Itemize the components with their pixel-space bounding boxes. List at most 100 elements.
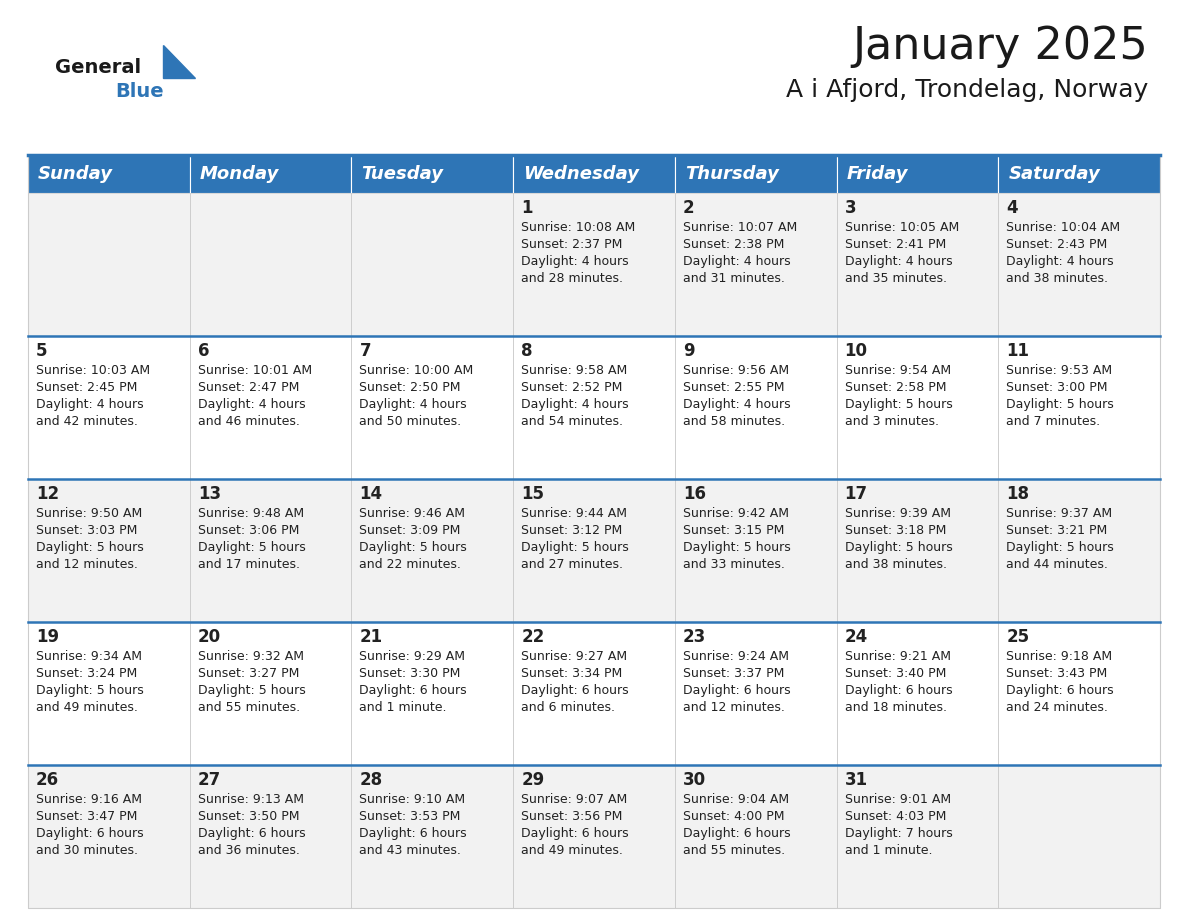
Text: and 17 minutes.: and 17 minutes. bbox=[197, 558, 299, 571]
Text: Sunrise: 9:48 AM: Sunrise: 9:48 AM bbox=[197, 507, 304, 520]
Text: Sunrise: 9:42 AM: Sunrise: 9:42 AM bbox=[683, 507, 789, 520]
Text: Sunrise: 9:46 AM: Sunrise: 9:46 AM bbox=[360, 507, 466, 520]
Text: Daylight: 4 hours: Daylight: 4 hours bbox=[522, 255, 628, 268]
Text: Sunset: 3:15 PM: Sunset: 3:15 PM bbox=[683, 524, 784, 537]
Text: 27: 27 bbox=[197, 771, 221, 789]
Text: 8: 8 bbox=[522, 342, 532, 360]
Text: Sunrise: 9:07 AM: Sunrise: 9:07 AM bbox=[522, 793, 627, 806]
Text: 13: 13 bbox=[197, 485, 221, 503]
Bar bbox=[998, 479, 1159, 622]
Text: Sunset: 2:50 PM: Sunset: 2:50 PM bbox=[360, 381, 461, 394]
Bar bbox=[675, 155, 836, 193]
Text: Daylight: 5 hours: Daylight: 5 hours bbox=[845, 398, 953, 411]
Bar bbox=[836, 155, 998, 193]
Text: Wednesday: Wednesday bbox=[523, 165, 639, 183]
Text: and 18 minutes.: and 18 minutes. bbox=[845, 701, 947, 714]
Bar bbox=[513, 336, 675, 479]
Bar bbox=[29, 765, 190, 908]
Text: Sunrise: 9:54 AM: Sunrise: 9:54 AM bbox=[845, 364, 950, 377]
Text: 9: 9 bbox=[683, 342, 695, 360]
Text: Sunset: 3:03 PM: Sunset: 3:03 PM bbox=[36, 524, 138, 537]
Text: Daylight: 4 hours: Daylight: 4 hours bbox=[1006, 255, 1114, 268]
Text: 7: 7 bbox=[360, 342, 371, 360]
Text: Sunrise: 9:27 AM: Sunrise: 9:27 AM bbox=[522, 650, 627, 663]
Bar bbox=[513, 479, 675, 622]
Text: and 1 minute.: and 1 minute. bbox=[845, 844, 933, 857]
Text: Sunset: 4:03 PM: Sunset: 4:03 PM bbox=[845, 810, 946, 823]
Text: and 7 minutes.: and 7 minutes. bbox=[1006, 415, 1100, 428]
Text: 17: 17 bbox=[845, 485, 867, 503]
Bar bbox=[998, 622, 1159, 765]
Bar bbox=[998, 765, 1159, 908]
Text: Sunset: 3:30 PM: Sunset: 3:30 PM bbox=[360, 667, 461, 680]
Text: 16: 16 bbox=[683, 485, 706, 503]
Text: Sunrise: 9:13 AM: Sunrise: 9:13 AM bbox=[197, 793, 304, 806]
Text: 1: 1 bbox=[522, 199, 532, 217]
Text: Sunrise: 9:37 AM: Sunrise: 9:37 AM bbox=[1006, 507, 1112, 520]
Text: and 24 minutes.: and 24 minutes. bbox=[1006, 701, 1108, 714]
Bar bbox=[675, 765, 836, 908]
Text: Daylight: 4 hours: Daylight: 4 hours bbox=[845, 255, 953, 268]
Text: Sunset: 3:24 PM: Sunset: 3:24 PM bbox=[36, 667, 138, 680]
Text: Sunrise: 10:00 AM: Sunrise: 10:00 AM bbox=[360, 364, 474, 377]
Polygon shape bbox=[163, 45, 195, 78]
Text: 23: 23 bbox=[683, 628, 706, 646]
Text: Daylight: 5 hours: Daylight: 5 hours bbox=[683, 541, 790, 554]
Text: Daylight: 5 hours: Daylight: 5 hours bbox=[845, 541, 953, 554]
Text: and 12 minutes.: and 12 minutes. bbox=[683, 701, 785, 714]
Bar bbox=[836, 479, 998, 622]
Text: Sunrise: 9:21 AM: Sunrise: 9:21 AM bbox=[845, 650, 950, 663]
Text: Daylight: 5 hours: Daylight: 5 hours bbox=[522, 541, 628, 554]
Text: General: General bbox=[55, 58, 141, 77]
Text: January 2025: January 2025 bbox=[852, 25, 1148, 68]
Text: Sunday: Sunday bbox=[38, 165, 113, 183]
Text: Sunrise: 9:24 AM: Sunrise: 9:24 AM bbox=[683, 650, 789, 663]
Bar bbox=[190, 479, 352, 622]
Text: Sunset: 2:58 PM: Sunset: 2:58 PM bbox=[845, 381, 946, 394]
Text: Sunset: 3:37 PM: Sunset: 3:37 PM bbox=[683, 667, 784, 680]
Text: Daylight: 5 hours: Daylight: 5 hours bbox=[36, 541, 144, 554]
Bar bbox=[836, 765, 998, 908]
Text: 18: 18 bbox=[1006, 485, 1029, 503]
Text: Sunrise: 9:58 AM: Sunrise: 9:58 AM bbox=[522, 364, 627, 377]
Bar bbox=[675, 193, 836, 336]
Text: Daylight: 6 hours: Daylight: 6 hours bbox=[845, 684, 953, 697]
Bar bbox=[352, 193, 513, 336]
Bar bbox=[998, 336, 1159, 479]
Bar bbox=[352, 155, 513, 193]
Text: and 55 minutes.: and 55 minutes. bbox=[197, 701, 299, 714]
Bar bbox=[29, 193, 190, 336]
Text: Daylight: 7 hours: Daylight: 7 hours bbox=[845, 827, 953, 840]
Text: 25: 25 bbox=[1006, 628, 1030, 646]
Text: Sunset: 3:21 PM: Sunset: 3:21 PM bbox=[1006, 524, 1107, 537]
Text: 5: 5 bbox=[36, 342, 48, 360]
Text: and 35 minutes.: and 35 minutes. bbox=[845, 272, 947, 285]
Text: 14: 14 bbox=[360, 485, 383, 503]
Bar bbox=[29, 622, 190, 765]
Text: 26: 26 bbox=[36, 771, 59, 789]
Text: Sunset: 3:09 PM: Sunset: 3:09 PM bbox=[360, 524, 461, 537]
Text: Sunset: 3:12 PM: Sunset: 3:12 PM bbox=[522, 524, 623, 537]
Bar bbox=[190, 155, 352, 193]
Text: 31: 31 bbox=[845, 771, 867, 789]
Text: and 30 minutes.: and 30 minutes. bbox=[36, 844, 138, 857]
Text: Daylight: 6 hours: Daylight: 6 hours bbox=[683, 684, 790, 697]
Text: Daylight: 6 hours: Daylight: 6 hours bbox=[36, 827, 144, 840]
Text: 3: 3 bbox=[845, 199, 857, 217]
Text: and 1 minute.: and 1 minute. bbox=[360, 701, 447, 714]
Text: 29: 29 bbox=[522, 771, 544, 789]
Text: and 43 minutes.: and 43 minutes. bbox=[360, 844, 461, 857]
Text: Sunset: 2:47 PM: Sunset: 2:47 PM bbox=[197, 381, 299, 394]
Text: Daylight: 4 hours: Daylight: 4 hours bbox=[683, 255, 790, 268]
Text: Sunrise: 10:03 AM: Sunrise: 10:03 AM bbox=[36, 364, 150, 377]
Bar bbox=[836, 336, 998, 479]
Text: Sunset: 3:00 PM: Sunset: 3:00 PM bbox=[1006, 381, 1107, 394]
Bar bbox=[352, 479, 513, 622]
Bar bbox=[836, 193, 998, 336]
Bar bbox=[675, 479, 836, 622]
Text: 22: 22 bbox=[522, 628, 544, 646]
Text: Daylight: 4 hours: Daylight: 4 hours bbox=[197, 398, 305, 411]
Text: Sunset: 3:40 PM: Sunset: 3:40 PM bbox=[845, 667, 946, 680]
Bar bbox=[998, 193, 1159, 336]
Text: Sunset: 3:34 PM: Sunset: 3:34 PM bbox=[522, 667, 623, 680]
